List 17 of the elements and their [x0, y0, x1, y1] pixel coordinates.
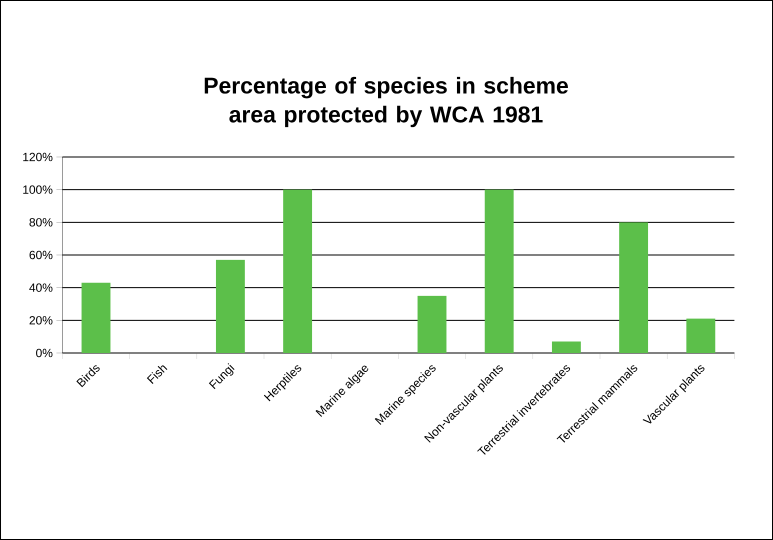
bar	[216, 260, 245, 353]
bar	[552, 342, 581, 353]
y-tick-label: 60%	[30, 250, 52, 260]
x-tick-label: Fish	[146, 365, 168, 384]
y-tick-label: 100%	[23, 185, 52, 194]
bar	[484, 190, 514, 353]
y-tick-label: 80%	[29, 218, 52, 227]
bar	[82, 282, 110, 353]
bar	[283, 190, 312, 353]
bar	[619, 222, 648, 353]
bar	[686, 318, 716, 353]
y-tick-label: 40%	[29, 283, 52, 292]
chart-title: Percentage of species in scheme area protected by WCA 1981	[204, 76, 568, 128]
y-tick-label: 120%	[23, 152, 52, 162]
y-tick-label: 20%	[30, 316, 52, 325]
y-tick-label: 0%	[36, 348, 52, 358]
bar	[418, 296, 446, 353]
